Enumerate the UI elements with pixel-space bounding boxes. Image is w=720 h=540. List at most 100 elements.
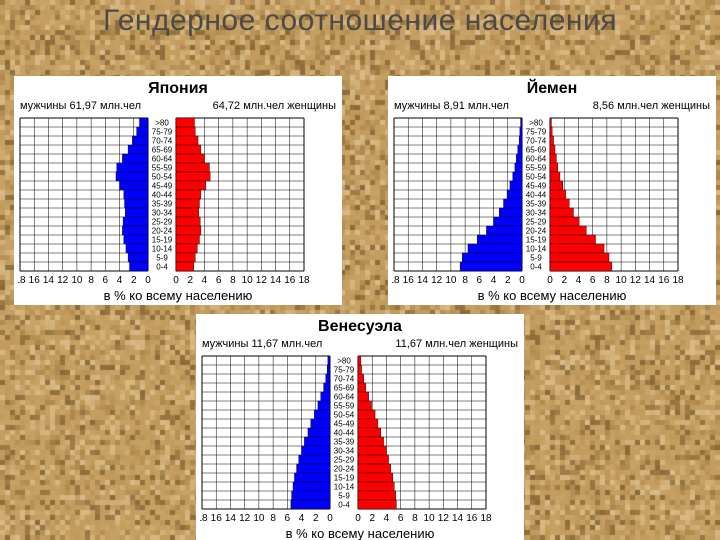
svg-text:18: 18 bbox=[298, 275, 310, 286]
population-totals: мужчины 11,67 млн.чел11,67 млн.чел женщи… bbox=[200, 338, 520, 352]
svg-text:4: 4 bbox=[576, 275, 582, 286]
svg-text:45-49: 45-49 bbox=[526, 182, 547, 191]
svg-text:18: 18 bbox=[672, 275, 684, 286]
svg-text:20-24: 20-24 bbox=[526, 227, 547, 236]
svg-text:65-69: 65-69 bbox=[526, 146, 547, 155]
svg-text:12: 12 bbox=[239, 513, 251, 524]
svg-text:16: 16 bbox=[658, 275, 670, 286]
svg-text:4: 4 bbox=[202, 275, 208, 286]
svg-text:12: 12 bbox=[630, 275, 642, 286]
slide-title: Гендерное соотношение населения bbox=[0, 4, 720, 38]
svg-text:8: 8 bbox=[270, 513, 276, 524]
svg-text:0: 0 bbox=[547, 275, 553, 286]
svg-text:35-39: 35-39 bbox=[334, 438, 355, 447]
svg-text:40-44: 40-44 bbox=[526, 191, 547, 200]
svg-text:16: 16 bbox=[211, 513, 223, 524]
svg-text:55-59: 55-59 bbox=[526, 164, 547, 173]
svg-text:2: 2 bbox=[369, 513, 375, 524]
svg-text:10-14: 10-14 bbox=[334, 483, 355, 492]
pyramid-svg: >8075-7970-7465-6960-6455-5950-5445-4940… bbox=[392, 114, 704, 287]
svg-text:10: 10 bbox=[445, 275, 457, 286]
svg-text:8: 8 bbox=[604, 275, 610, 286]
svg-text:75-79: 75-79 bbox=[526, 128, 547, 137]
svg-text:4: 4 bbox=[117, 275, 123, 286]
svg-text:>80: >80 bbox=[155, 119, 169, 128]
svg-text:0-4: 0-4 bbox=[156, 263, 168, 272]
svg-text:20-24: 20-24 bbox=[152, 227, 173, 236]
svg-text:55-59: 55-59 bbox=[152, 164, 173, 173]
country-title: Япония bbox=[18, 80, 338, 98]
svg-text:15-19: 15-19 bbox=[526, 236, 547, 245]
svg-text:4: 4 bbox=[384, 513, 390, 524]
svg-text:14: 14 bbox=[270, 275, 282, 286]
svg-text:2: 2 bbox=[131, 275, 137, 286]
female-total: 64,72 млн.чел женщины bbox=[213, 100, 336, 112]
population-totals: мужчины 61,97 млн.чел64,72 млн.чел женщи… bbox=[18, 100, 338, 114]
svg-text:50-54: 50-54 bbox=[334, 411, 355, 420]
svg-text:5-9: 5-9 bbox=[530, 254, 542, 263]
svg-text:>80: >80 bbox=[337, 357, 351, 366]
svg-text:65-69: 65-69 bbox=[152, 146, 173, 155]
svg-text:8: 8 bbox=[462, 275, 468, 286]
pyramid-svg: >8075-7970-7465-6960-6455-5950-5445-4940… bbox=[18, 114, 330, 287]
svg-text:8: 8 bbox=[412, 513, 418, 524]
svg-text:25-29: 25-29 bbox=[526, 218, 547, 227]
svg-text:30-34: 30-34 bbox=[334, 447, 355, 456]
svg-text:4: 4 bbox=[491, 275, 497, 286]
svg-text:60-64: 60-64 bbox=[526, 155, 547, 164]
svg-text:45-49: 45-49 bbox=[152, 182, 173, 191]
svg-text:14: 14 bbox=[43, 275, 55, 286]
svg-text:60-64: 60-64 bbox=[334, 393, 355, 402]
country-title: Венесуэла bbox=[200, 318, 520, 336]
pyramid-venezuela: Венесуэла мужчины 11,67 млн.чел11,67 млн.… bbox=[196, 314, 524, 540]
svg-text:25-29: 25-29 bbox=[152, 218, 173, 227]
svg-text:10: 10 bbox=[424, 513, 436, 524]
svg-text:12: 12 bbox=[256, 275, 268, 286]
svg-text:15-19: 15-19 bbox=[334, 474, 355, 483]
population-totals: мужчины 8,91 млн.чел8,56 млн.чел женщины bbox=[392, 100, 712, 114]
svg-text:0: 0 bbox=[327, 513, 333, 524]
svg-text:40-44: 40-44 bbox=[334, 429, 355, 438]
pyramid-svg: >8075-7970-7465-6960-6455-5950-5445-4940… bbox=[200, 352, 512, 525]
svg-text:18: 18 bbox=[392, 275, 400, 286]
svg-text:50-54: 50-54 bbox=[526, 173, 547, 182]
svg-text:4: 4 bbox=[299, 513, 305, 524]
pyramid-yemen: Йеменмужчины 8,91 млн.чел8,56 млн.чел же… bbox=[388, 76, 716, 305]
svg-text:2: 2 bbox=[187, 275, 193, 286]
svg-text:18: 18 bbox=[200, 513, 208, 524]
svg-text:12: 12 bbox=[438, 513, 450, 524]
svg-text:16: 16 bbox=[29, 275, 41, 286]
svg-text:65-69: 65-69 bbox=[334, 384, 355, 393]
svg-text:2: 2 bbox=[505, 275, 511, 286]
svg-text:18: 18 bbox=[480, 513, 492, 524]
svg-text:60-64: 60-64 bbox=[152, 155, 173, 164]
svg-text:0: 0 bbox=[145, 275, 151, 286]
svg-text:70-74: 70-74 bbox=[152, 137, 173, 146]
svg-text:14: 14 bbox=[225, 513, 237, 524]
svg-text:5-9: 5-9 bbox=[156, 254, 168, 263]
svg-text:30-34: 30-34 bbox=[152, 209, 173, 218]
slide-stage: Гендерное соотношение населения Япония му… bbox=[0, 0, 720, 540]
svg-text:10: 10 bbox=[71, 275, 83, 286]
svg-text:35-39: 35-39 bbox=[526, 200, 547, 209]
svg-text:35-39: 35-39 bbox=[152, 200, 173, 209]
female-total: 8,56 млн.чел женщины bbox=[593, 100, 710, 112]
svg-text:40-44: 40-44 bbox=[152, 191, 173, 200]
svg-text:10: 10 bbox=[242, 275, 254, 286]
svg-text:6: 6 bbox=[398, 513, 404, 524]
svg-text:6: 6 bbox=[590, 275, 596, 286]
svg-text:0: 0 bbox=[355, 513, 361, 524]
svg-text:18: 18 bbox=[18, 275, 26, 286]
x-axis-label: в % ко всему населению bbox=[392, 288, 712, 303]
svg-text:45-49: 45-49 bbox=[334, 420, 355, 429]
svg-text:0: 0 bbox=[173, 275, 179, 286]
svg-text:10-14: 10-14 bbox=[152, 245, 173, 254]
svg-text:10: 10 bbox=[616, 275, 628, 286]
svg-text:75-79: 75-79 bbox=[152, 128, 173, 137]
svg-text:6: 6 bbox=[477, 275, 483, 286]
svg-text:10: 10 bbox=[253, 513, 265, 524]
svg-text:0-4: 0-4 bbox=[530, 263, 542, 272]
svg-text:15-19: 15-19 bbox=[152, 236, 173, 245]
svg-text:16: 16 bbox=[403, 275, 415, 286]
svg-text:2: 2 bbox=[313, 513, 319, 524]
